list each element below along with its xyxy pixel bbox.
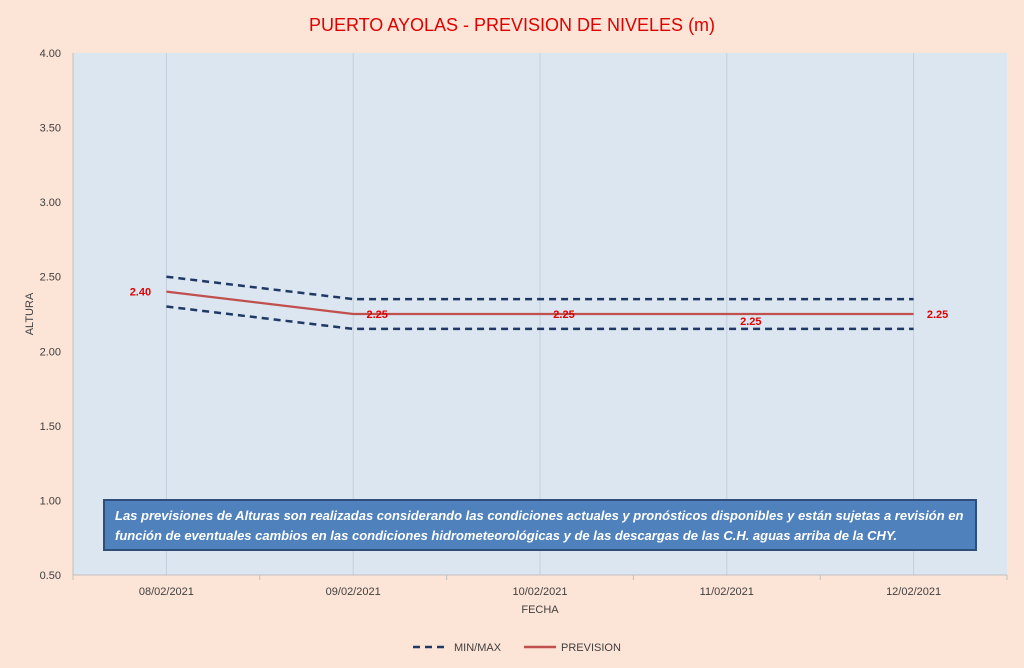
legend-minmax-label: MIN/MAX bbox=[454, 642, 502, 654]
x-axis-label: FECHA bbox=[521, 604, 559, 616]
legend: MIN/MAX PREVISION bbox=[413, 642, 621, 654]
chart-title: PUERTO AYOLAS - PREVISION DE NIVELES (m) bbox=[309, 15, 715, 35]
y-tick-label: 4.00 bbox=[40, 48, 61, 60]
data-labels: 2.40 2.25 2.25 2.25 2.25 bbox=[130, 287, 949, 328]
x-tick-label: 11/02/2021 bbox=[700, 586, 754, 598]
data-label: 2.40 bbox=[130, 287, 151, 299]
x-tick-label: 10/02/2021 bbox=[512, 586, 567, 598]
x-tick-label: 12/02/2021 bbox=[886, 586, 941, 598]
y-axis-ticks: 0.50 1.00 1.50 2.00 2.50 3.00 3.50 4.00 bbox=[40, 48, 61, 582]
data-label: 2.25 bbox=[927, 309, 948, 321]
y-tick-label: 1.50 bbox=[40, 421, 61, 433]
y-tick-label: 2.00 bbox=[40, 346, 61, 358]
y-tick-label: 3.50 bbox=[40, 123, 61, 135]
y-axis-label: ALTURA bbox=[24, 292, 36, 335]
series-lines bbox=[166, 275, 914, 331]
x-axis-ticks: 08/02/2021 09/02/2021 10/02/2021 11/02/2021… bbox=[139, 586, 941, 598]
series-prevision-line bbox=[166, 290, 914, 316]
data-label: 2.25 bbox=[553, 309, 574, 321]
series-minmax-line bbox=[166, 275, 914, 301]
x-tick-label: 09/02/2021 bbox=[326, 586, 381, 598]
disclaimer-note: Las previsiones de Alturas son realizada… bbox=[103, 499, 977, 551]
data-label: 2.25 bbox=[366, 309, 387, 321]
x-tick-label: 08/02/2021 bbox=[139, 586, 194, 598]
data-label: 2.25 bbox=[740, 316, 761, 328]
y-tick-label: 1.00 bbox=[40, 495, 61, 507]
legend-prevision-label: PREVISION bbox=[561, 642, 621, 654]
y-tick-label: 2.50 bbox=[40, 272, 61, 284]
series-minmax-line bbox=[166, 305, 914, 331]
y-tick-label: 3.00 bbox=[40, 197, 61, 209]
y-tick-label: 0.50 bbox=[40, 570, 61, 582]
